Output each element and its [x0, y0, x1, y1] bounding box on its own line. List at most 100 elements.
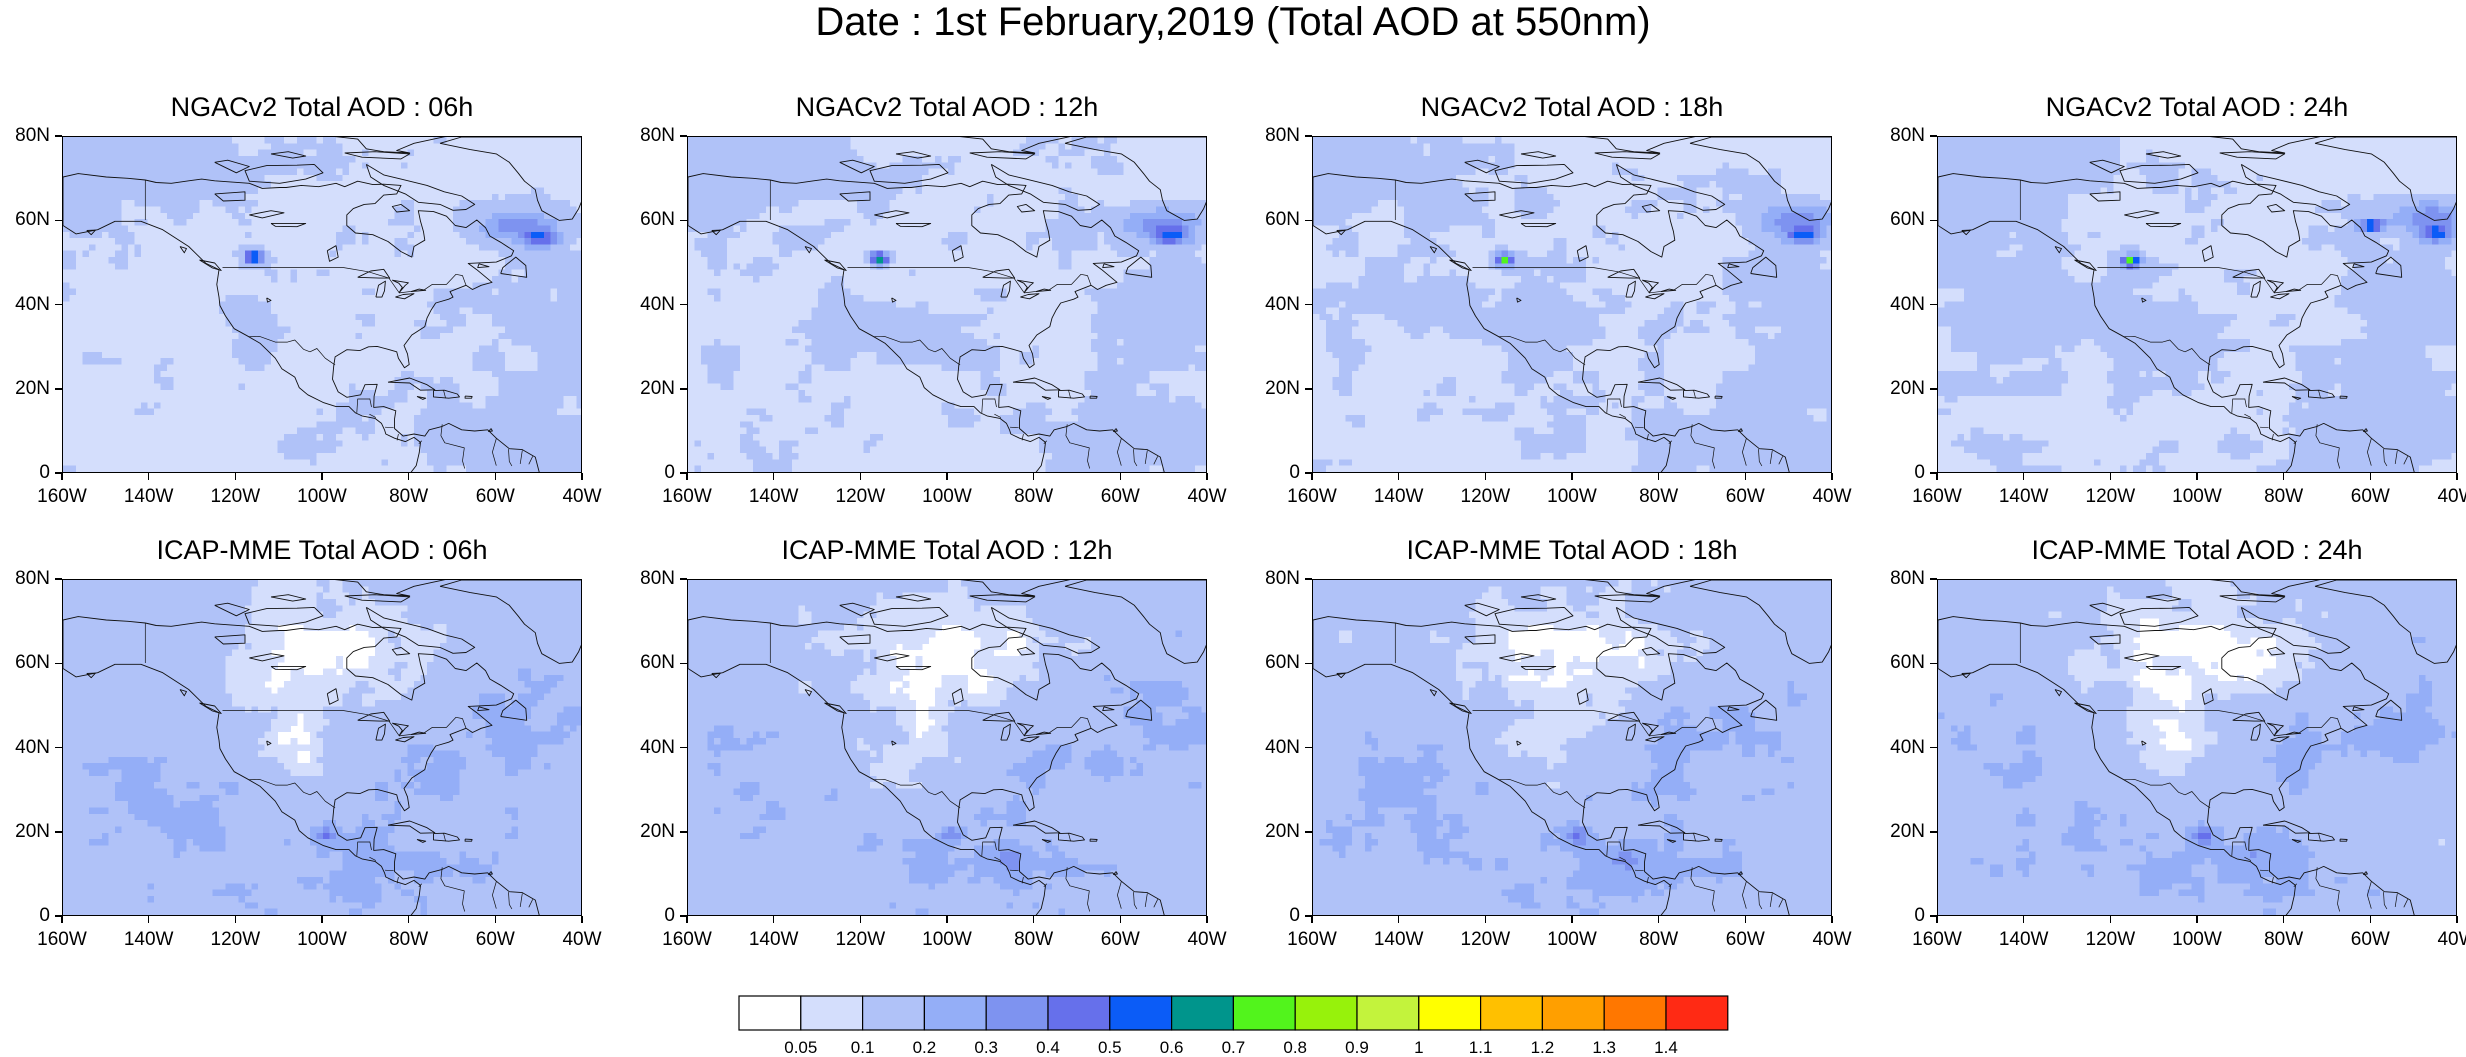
aod-map [1312, 136, 1832, 473]
colorbar-label: 0.4 [1023, 1039, 1073, 1057]
colorbar-label: 0.2 [899, 1039, 949, 1057]
x-tick-mark [61, 473, 63, 480]
colorbar-label: 0.05 [776, 1039, 826, 1057]
x-tick-mark [2283, 916, 2285, 923]
colorbar-label: 0.1 [838, 1039, 888, 1057]
y-tick-mark [680, 304, 687, 306]
y-tick-label: 80N [1869, 569, 1925, 589]
x-tick-mark [321, 473, 323, 480]
y-tick-mark [1305, 747, 1312, 749]
colorbar-swatch [1110, 996, 1172, 1030]
x-tick-label: 60W [465, 487, 525, 507]
x-tick-mark [2023, 473, 2025, 480]
y-tick-mark [55, 663, 62, 665]
colorbar-swatches [738, 995, 1731, 1033]
aod-field [1313, 137, 1832, 473]
x-tick-mark [1658, 473, 1660, 480]
x-tick-label: 140W [1369, 930, 1429, 950]
x-tick-mark [1120, 473, 1122, 480]
x-tick-label: 60W [2340, 487, 2400, 507]
x-tick-label: 160W [1282, 487, 1342, 507]
x-tick-mark [1206, 916, 1208, 923]
x-tick-label: 80W [1004, 487, 1064, 507]
x-tick-label: 120W [1455, 930, 1515, 950]
x-tick-label: 100W [917, 930, 977, 950]
y-tick-label: 40N [619, 738, 675, 758]
y-tick-mark [1305, 663, 1312, 665]
y-tick-mark [1930, 915, 1937, 917]
y-tick-label: 80N [619, 569, 675, 589]
y-tick-mark [1305, 135, 1312, 137]
y-tick-mark [680, 135, 687, 137]
y-tick-label: 80N [0, 126, 50, 146]
x-tick-mark [2023, 916, 2025, 923]
x-tick-mark [61, 916, 63, 923]
x-tick-mark [946, 916, 948, 923]
y-tick-mark [680, 663, 687, 665]
y-tick-mark [1305, 388, 1312, 390]
x-tick-mark [1398, 473, 1400, 480]
y-tick-label: 20N [1869, 379, 1925, 399]
x-tick-mark [148, 916, 150, 923]
colorbar-swatch [1419, 996, 1481, 1030]
x-tick-mark [495, 916, 497, 923]
y-tick-mark [680, 578, 687, 580]
panel-title: NGACv2 Total AOD : 24h [1897, 92, 2466, 122]
y-tick-label: 60N [0, 653, 50, 673]
colorbar-swatch [1542, 996, 1604, 1030]
y-tick-label: 0 [1244, 906, 1300, 926]
x-tick-mark [1206, 473, 1208, 480]
colorbar-label: 1.3 [1579, 1039, 1629, 1057]
aod-map [62, 136, 582, 473]
x-tick-label: 160W [32, 930, 92, 950]
y-tick-mark [55, 220, 62, 222]
x-tick-mark [408, 916, 410, 923]
y-tick-mark [1930, 135, 1937, 137]
aod-shading [688, 137, 1207, 473]
x-tick-mark [495, 473, 497, 480]
x-tick-label: 80W [379, 930, 439, 950]
x-tick-label: 60W [1090, 930, 1150, 950]
colorbar-label: 0.5 [1085, 1039, 1135, 1057]
y-tick-mark [1930, 388, 1937, 390]
colorbar-swatch [801, 996, 863, 1030]
y-tick-mark [1930, 578, 1937, 580]
y-tick-mark [55, 304, 62, 306]
x-tick-label: 120W [1455, 487, 1515, 507]
x-tick-label: 120W [205, 487, 265, 507]
aod-shading [688, 580, 1207, 916]
colorbar-swatch [1666, 996, 1728, 1030]
y-tick-mark [1305, 220, 1312, 222]
y-tick-mark [1930, 663, 1937, 665]
y-tick-label: 20N [1244, 379, 1300, 399]
x-tick-mark [2196, 473, 2198, 480]
aod-shading [1938, 137, 2457, 473]
x-tick-mark [946, 473, 948, 480]
aod-shading [63, 137, 582, 473]
aod-field [688, 580, 1207, 916]
x-tick-mark [686, 916, 688, 923]
x-tick-label: 140W [1369, 487, 1429, 507]
aod-map [62, 579, 582, 916]
x-tick-mark [1120, 916, 1122, 923]
x-tick-mark [581, 916, 583, 923]
y-tick-mark [1305, 831, 1312, 833]
x-tick-label: 40W [1177, 487, 1237, 507]
x-tick-label: 40W [2427, 487, 2466, 507]
aod-map [687, 579, 1207, 916]
x-tick-label: 120W [2080, 487, 2140, 507]
y-tick-label: 80N [619, 126, 675, 146]
colorbar-label: 0.6 [1147, 1039, 1197, 1057]
panel-title: ICAP-MME Total AOD : 06h [22, 535, 622, 565]
panel-title: NGACv2 Total AOD : 12h [647, 92, 1247, 122]
y-tick-mark [1305, 304, 1312, 306]
x-tick-label: 160W [1907, 487, 1967, 507]
x-tick-mark [1745, 473, 1747, 480]
x-tick-label: 120W [830, 487, 890, 507]
x-tick-label: 80W [1629, 930, 1689, 950]
y-tick-label: 40N [1244, 738, 1300, 758]
y-tick-mark [1305, 472, 1312, 474]
x-tick-mark [148, 473, 150, 480]
aod-field [1938, 137, 2457, 473]
x-tick-label: 140W [1994, 930, 2054, 950]
